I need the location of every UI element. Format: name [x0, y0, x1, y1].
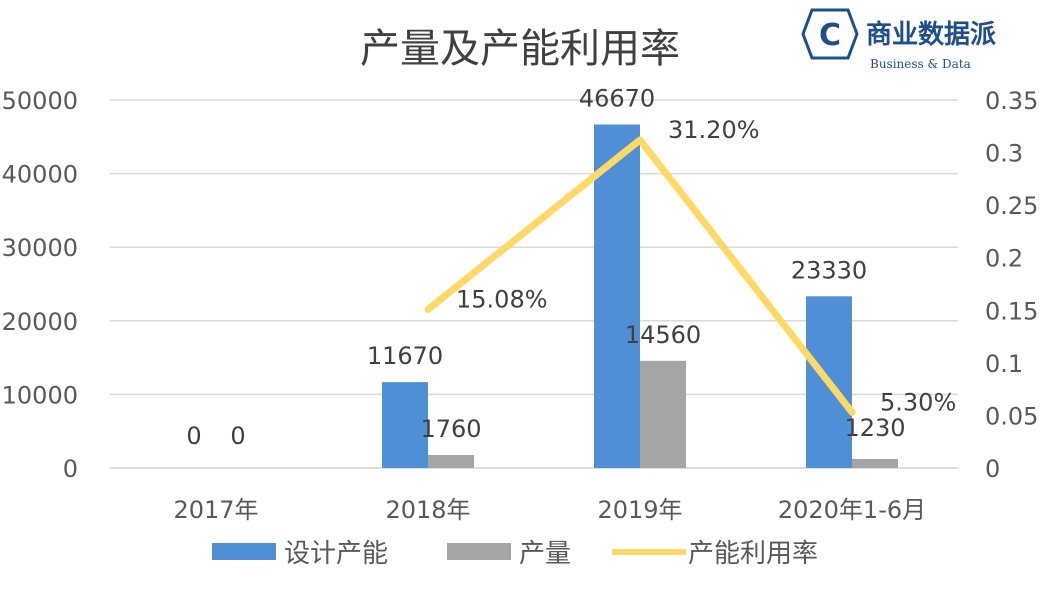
capacity-data-label: 0 — [186, 422, 201, 450]
legend-utilization: 产能利用率 — [612, 539, 818, 569]
right-axis: 0 0.05 0.1 0.15 0.2 0.25 0.3 0.35 — [985, 87, 1038, 483]
utilization-data-label: 31.20% — [668, 116, 760, 144]
left-tick-label: 40000 — [2, 161, 78, 189]
capacity-data-label: 46670 — [579, 85, 655, 113]
output-data-label: 14560 — [625, 321, 701, 349]
output-bar — [852, 458, 898, 468]
left-tick-label: 0 — [63, 455, 78, 483]
output-bar — [640, 360, 686, 468]
legend-label: 产量 — [519, 539, 571, 569]
x-axis: 2017年 2018年 2019年 2020年1-6月 — [110, 467, 958, 524]
utilization-line-layer — [424, 136, 856, 416]
capacity-data-label: 23330 — [791, 256, 867, 284]
right-tick-label: 0.2 — [985, 245, 1023, 273]
output-data-label: 1760 — [420, 415, 481, 443]
category-label: 2019年 — [597, 496, 682, 524]
left-tick-label: 20000 — [2, 308, 78, 336]
logo: C 商业数据派 Business & Data — [801, 8, 996, 71]
chart-title: 产量及产能利用率 — [360, 26, 680, 72]
right-tick-label: 0.35 — [985, 87, 1038, 115]
logo-mark: C — [819, 18, 841, 53]
logo-name: 商业数据派 — [866, 19, 996, 50]
category-label: 2018年 — [385, 496, 470, 524]
data-labels: 0 11670 46670 23330 0 1760 14560 1230 15.08% 31.2… — [186, 85, 956, 450]
legend-label: 产能利用率 — [688, 539, 818, 569]
left-axis: 0 10000 20000 30000 40000 50000 — [2, 87, 78, 483]
utilization-point — [636, 136, 644, 144]
right-tick-label: 0 — [985, 455, 1000, 483]
left-tick-label: 30000 — [2, 234, 78, 262]
right-tick-label: 0.25 — [985, 192, 1038, 220]
utilization-data-label: 15.08% — [456, 285, 548, 313]
bars — [382, 124, 898, 469]
capacity-bar — [382, 382, 428, 468]
right-tick-label: 0.05 — [985, 402, 1038, 430]
category-label: 2017年 — [173, 496, 258, 524]
utilization-point — [848, 408, 856, 416]
logo-hexagon-icon — [801, 8, 859, 60]
right-tick-label: 0.15 — [985, 297, 1038, 325]
legend-capacity: 设计产能 — [212, 539, 388, 569]
legend-swatch — [447, 543, 511, 560]
utilization-point — [424, 305, 432, 313]
capacity-data-label: 11670 — [367, 342, 443, 370]
output-bar — [428, 455, 474, 468]
right-tick-label: 0.3 — [985, 140, 1023, 168]
category-label: 2020年1-6月 — [778, 496, 926, 524]
legend-swatch — [212, 543, 276, 560]
logo-subtitle: Business & Data — [870, 57, 971, 71]
left-tick-label: 50000 — [2, 87, 78, 115]
output-data-label: 0 — [230, 422, 245, 450]
output-data-label: 1230 — [844, 414, 905, 442]
legend-label: 设计产能 — [284, 539, 388, 569]
capacity-bar — [594, 124, 640, 469]
right-tick-label: 0.1 — [985, 350, 1023, 378]
legend: 设计产能 产量 产能利用率 — [212, 539, 818, 569]
left-tick-label: 10000 — [2, 381, 78, 409]
utilization-data-label: 5.30% — [880, 388, 956, 416]
legend-output: 产量 — [447, 539, 571, 569]
